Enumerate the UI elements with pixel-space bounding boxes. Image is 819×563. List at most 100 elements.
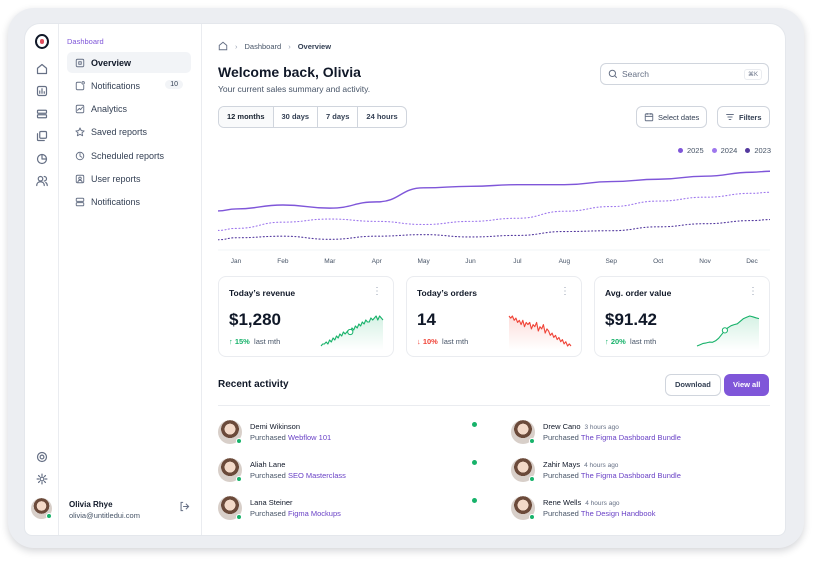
home-icon[interactable] bbox=[218, 41, 228, 51]
activity-link[interactable]: The Figma Dashboard Bundle bbox=[580, 433, 681, 442]
x-tick-label: Dec bbox=[746, 258, 758, 265]
activity-action: Purchased bbox=[543, 509, 579, 518]
x-tick-label: Mar bbox=[324, 258, 336, 265]
activity-link[interactable]: SEO Masterclass bbox=[287, 471, 346, 480]
users-icon[interactable] bbox=[34, 173, 50, 189]
online-indicator bbox=[236, 476, 242, 482]
activity-link[interactable]: Webflow 101 bbox=[287, 433, 332, 442]
online-indicator bbox=[529, 514, 535, 520]
online-indicator bbox=[236, 514, 242, 520]
filter-lines-icon bbox=[726, 114, 734, 120]
main-content: › Dashboard › Overview Welcome back, Oli… bbox=[202, 24, 785, 535]
unread-dot bbox=[472, 422, 477, 427]
app-window: Dashboard Overview Notifications 10 Anal… bbox=[24, 23, 786, 536]
activity-time: 3 hours ago bbox=[584, 424, 619, 431]
pie-chart-icon[interactable] bbox=[34, 151, 50, 167]
activity-name: Drew Cano bbox=[543, 422, 581, 431]
divider bbox=[218, 405, 770, 406]
range-24-hours[interactable]: 24 hours bbox=[366, 112, 398, 121]
sidebar-item-label: Overview bbox=[91, 57, 132, 68]
breadcrumb-item[interactable]: Dashboard bbox=[244, 41, 282, 51]
recent-activity-title: Recent activity bbox=[218, 379, 289, 390]
activity-name: Lana Steiner bbox=[250, 498, 293, 507]
online-indicator bbox=[529, 476, 535, 482]
page-title: Welcome back, Olivia bbox=[218, 64, 361, 80]
layers-icon[interactable] bbox=[34, 106, 50, 122]
bar-chart-icon[interactable] bbox=[34, 83, 50, 99]
search-shortcut: ⌘K bbox=[743, 69, 762, 80]
sidebar-item-saved-reports[interactable]: Saved reports bbox=[67, 121, 191, 142]
metric-trend: ↓ 10% last mth bbox=[417, 337, 468, 346]
clock-icon bbox=[75, 151, 85, 160]
activity-action: Purchased bbox=[250, 471, 286, 480]
analytics-icon bbox=[75, 104, 85, 113]
online-indicator bbox=[236, 438, 242, 444]
sparkline-line bbox=[320, 315, 384, 347]
overview-icon bbox=[75, 58, 85, 67]
activity-link[interactable]: Figma Mockups bbox=[287, 509, 341, 518]
logout-icon[interactable] bbox=[179, 501, 190, 512]
sales-line-chart: Jan Feb Mar Apr May Jun Jul Aug Sep Oct Nov Dec bbox=[218, 170, 770, 265]
user-email: olivia@untitledui.com bbox=[69, 511, 140, 520]
more-vertical-icon[interactable]: ⋮ bbox=[748, 286, 758, 297]
range-30-days[interactable]: 30 days bbox=[274, 107, 319, 127]
metric-change: 15% bbox=[234, 337, 250, 346]
series-line-2023 bbox=[218, 219, 770, 241]
view-all-button[interactable]: View all bbox=[724, 374, 770, 396]
sidebar-item-label: Analytics bbox=[91, 103, 128, 114]
activity-item[interactable]: Drew Cano 3 hours ago Purchased The Figma… bbox=[511, 420, 761, 450]
metric-title: Today’s orders bbox=[417, 288, 477, 298]
sidebar-item-label: User reports bbox=[91, 173, 141, 184]
time-range-toggle: 12 months 30 days 7 days 24 hours bbox=[218, 106, 407, 128]
activity-item[interactable]: Rene Wells 4 hours ago Purchased The Desi… bbox=[511, 496, 761, 526]
sidebar-item-overview[interactable]: Overview bbox=[67, 52, 191, 73]
breadcrumb: › Dashboard › Overview bbox=[218, 41, 331, 51]
home-icon[interactable] bbox=[34, 61, 50, 77]
sidebar-item-analytics[interactable]: Analytics bbox=[67, 98, 191, 119]
star-icon bbox=[75, 126, 85, 136]
select-dates-button[interactable]: Select dates bbox=[636, 106, 708, 128]
activity-item[interactable]: Zahir Mays 4 hours ago Purchased The Figm… bbox=[511, 458, 761, 488]
search-input[interactable]: Search ⌘K bbox=[600, 63, 769, 85]
activity-item[interactable]: Aliah Lane Purchased SEO Masterclass bbox=[218, 458, 468, 488]
sidebar-item-scheduled-reports[interactable]: Scheduled reports bbox=[67, 145, 191, 166]
activity-item[interactable]: Demi Wikinson Purchased Webflow 101 bbox=[218, 420, 468, 450]
arrow-up-icon: ↑ bbox=[229, 337, 233, 346]
copy-icon[interactable] bbox=[34, 128, 50, 144]
range-7-days[interactable]: 7 days bbox=[318, 107, 359, 127]
layers-icon bbox=[75, 197, 85, 206]
sidebar-section-label: Dashboard bbox=[67, 37, 104, 46]
activity-link[interactable]: The Design Handbook bbox=[580, 509, 656, 518]
filters-button[interactable]: Filters bbox=[717, 106, 770, 128]
filters-label: Filters bbox=[739, 112, 762, 122]
sparkline-area bbox=[509, 316, 571, 350]
online-indicator bbox=[46, 513, 52, 519]
metric-value: $91.42 bbox=[605, 310, 657, 329]
legend-item-2023: 2023 bbox=[745, 146, 771, 155]
sparkline-marker bbox=[721, 327, 728, 334]
legend-item-2024: 2024 bbox=[711, 146, 737, 155]
sidebar: Dashboard Overview Notifications 10 Anal… bbox=[59, 24, 202, 535]
settings-icon[interactable] bbox=[34, 471, 50, 487]
more-vertical-icon[interactable]: ⋮ bbox=[372, 286, 382, 297]
more-vertical-icon[interactable]: ⋮ bbox=[560, 286, 570, 297]
activity-item[interactable]: Lana Steiner Purchased Figma Mockups bbox=[218, 496, 468, 526]
user-square-icon bbox=[75, 174, 85, 183]
chevron-right-icon: › bbox=[288, 41, 291, 51]
support-icon[interactable] bbox=[34, 449, 50, 465]
x-tick-label: Jan bbox=[231, 258, 242, 265]
download-button[interactable]: Download bbox=[665, 374, 721, 396]
metric-value: $1,280 bbox=[229, 310, 281, 329]
logo-icon bbox=[35, 34, 49, 49]
activity-action: Purchased bbox=[543, 471, 579, 480]
icon-rail bbox=[25, 24, 59, 535]
sidebar-item-user-reports[interactable]: User reports bbox=[67, 168, 191, 189]
notification-icon bbox=[75, 80, 85, 90]
sidebar-item-label: Scheduled reports bbox=[91, 150, 165, 161]
sidebar-item-notifications[interactable]: Notifications 10 bbox=[67, 75, 191, 96]
sidebar-item-notifications-2[interactable]: Notifications bbox=[67, 191, 191, 212]
range-12-months[interactable]: 12 months bbox=[219, 107, 274, 127]
user-name: Olivia Rhye bbox=[69, 500, 113, 509]
x-tick-label: Aug bbox=[559, 258, 571, 265]
activity-link[interactable]: The Figma Dashboard Bundle bbox=[580, 471, 681, 480]
